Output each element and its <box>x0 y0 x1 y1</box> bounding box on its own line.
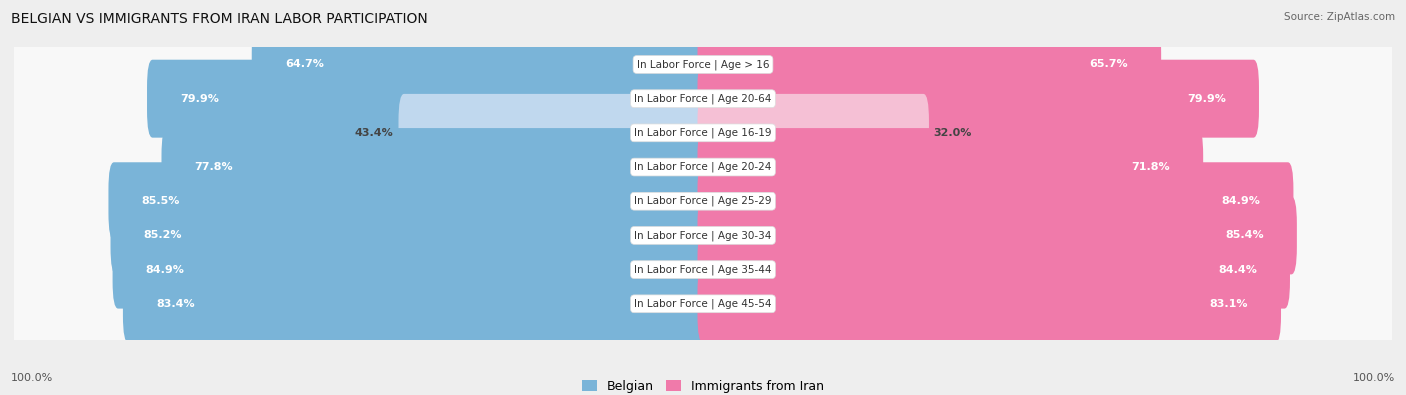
Text: 79.9%: 79.9% <box>1187 94 1226 103</box>
Text: In Labor Force | Age 45-54: In Labor Force | Age 45-54 <box>634 299 772 309</box>
Text: 84.9%: 84.9% <box>146 265 184 275</box>
FancyBboxPatch shape <box>122 265 709 343</box>
FancyBboxPatch shape <box>697 128 1204 206</box>
Text: 85.5%: 85.5% <box>142 196 180 206</box>
Text: 84.9%: 84.9% <box>1222 196 1260 206</box>
FancyBboxPatch shape <box>148 60 709 137</box>
FancyBboxPatch shape <box>689 220 1406 388</box>
Text: In Labor Force | Age 20-24: In Labor Force | Age 20-24 <box>634 162 772 172</box>
Text: 71.8%: 71.8% <box>1132 162 1170 172</box>
FancyBboxPatch shape <box>0 49 717 217</box>
Text: 100.0%: 100.0% <box>11 373 53 383</box>
FancyBboxPatch shape <box>0 15 717 183</box>
Text: 32.0%: 32.0% <box>934 128 972 138</box>
Text: 64.7%: 64.7% <box>285 60 323 70</box>
Text: 85.2%: 85.2% <box>143 230 183 241</box>
FancyBboxPatch shape <box>0 83 717 251</box>
FancyBboxPatch shape <box>689 186 1406 354</box>
FancyBboxPatch shape <box>689 117 1406 285</box>
FancyBboxPatch shape <box>0 220 717 388</box>
FancyBboxPatch shape <box>697 26 1161 103</box>
Text: In Labor Force | Age 35-44: In Labor Force | Age 35-44 <box>634 264 772 275</box>
FancyBboxPatch shape <box>689 83 1406 251</box>
Text: In Labor Force | Age 25-29: In Labor Force | Age 25-29 <box>634 196 772 207</box>
FancyBboxPatch shape <box>689 151 1406 320</box>
Text: Source: ZipAtlas.com: Source: ZipAtlas.com <box>1284 12 1395 22</box>
FancyBboxPatch shape <box>697 162 1294 240</box>
FancyBboxPatch shape <box>0 151 717 320</box>
FancyBboxPatch shape <box>0 0 717 149</box>
FancyBboxPatch shape <box>689 49 1406 217</box>
Text: 65.7%: 65.7% <box>1090 60 1128 70</box>
FancyBboxPatch shape <box>111 196 709 275</box>
FancyBboxPatch shape <box>112 231 709 308</box>
Text: 84.4%: 84.4% <box>1218 265 1257 275</box>
Text: 85.4%: 85.4% <box>1225 230 1264 241</box>
Text: 83.4%: 83.4% <box>156 299 194 309</box>
Text: 100.0%: 100.0% <box>1353 373 1395 383</box>
Legend: Belgian, Immigrants from Iran: Belgian, Immigrants from Iran <box>576 375 830 395</box>
FancyBboxPatch shape <box>697 60 1258 137</box>
Text: In Labor Force | Age 16-19: In Labor Force | Age 16-19 <box>634 128 772 138</box>
FancyBboxPatch shape <box>108 162 709 240</box>
FancyBboxPatch shape <box>689 15 1406 183</box>
FancyBboxPatch shape <box>697 265 1281 343</box>
FancyBboxPatch shape <box>398 94 709 172</box>
Text: In Labor Force | Age 20-64: In Labor Force | Age 20-64 <box>634 94 772 104</box>
FancyBboxPatch shape <box>689 0 1406 149</box>
Text: In Labor Force | Age 30-34: In Labor Force | Age 30-34 <box>634 230 772 241</box>
FancyBboxPatch shape <box>0 117 717 285</box>
Text: 79.9%: 79.9% <box>180 94 219 103</box>
FancyBboxPatch shape <box>697 94 929 172</box>
FancyBboxPatch shape <box>697 231 1289 308</box>
Text: 43.4%: 43.4% <box>354 128 394 138</box>
FancyBboxPatch shape <box>162 128 709 206</box>
FancyBboxPatch shape <box>252 26 709 103</box>
FancyBboxPatch shape <box>697 196 1296 275</box>
Text: 77.8%: 77.8% <box>194 162 233 172</box>
Text: 83.1%: 83.1% <box>1209 299 1249 309</box>
Text: BELGIAN VS IMMIGRANTS FROM IRAN LABOR PARTICIPATION: BELGIAN VS IMMIGRANTS FROM IRAN LABOR PA… <box>11 12 427 26</box>
Text: In Labor Force | Age > 16: In Labor Force | Age > 16 <box>637 59 769 70</box>
FancyBboxPatch shape <box>0 186 717 354</box>
